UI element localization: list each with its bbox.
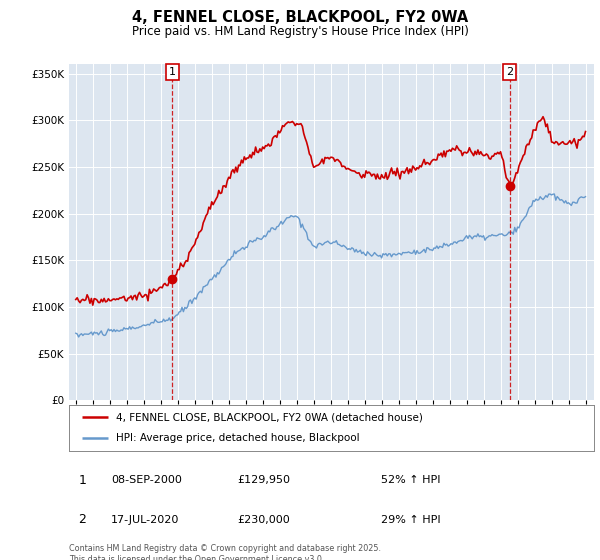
- Text: 1: 1: [79, 474, 86, 487]
- Text: HPI: Average price, detached house, Blackpool: HPI: Average price, detached house, Blac…: [116, 433, 360, 444]
- Text: 2: 2: [506, 67, 513, 77]
- Text: 4, FENNEL CLOSE, BLACKPOOL, FY2 0WA: 4, FENNEL CLOSE, BLACKPOOL, FY2 0WA: [132, 10, 468, 25]
- Text: Contains HM Land Registry data © Crown copyright and database right 2025.
This d: Contains HM Land Registry data © Crown c…: [69, 544, 381, 560]
- Text: Price paid vs. HM Land Registry's House Price Index (HPI): Price paid vs. HM Land Registry's House …: [131, 25, 469, 38]
- Text: £230,000: £230,000: [237, 515, 290, 525]
- Text: 2: 2: [79, 513, 86, 526]
- Text: 1: 1: [169, 67, 176, 77]
- Text: 4, FENNEL CLOSE, BLACKPOOL, FY2 0WA (detached house): 4, FENNEL CLOSE, BLACKPOOL, FY2 0WA (det…: [116, 412, 423, 422]
- Text: £129,950: £129,950: [237, 475, 290, 486]
- Text: 29% ↑ HPI: 29% ↑ HPI: [381, 515, 440, 525]
- Text: 17-JUL-2020: 17-JUL-2020: [111, 515, 179, 525]
- Text: 08-SEP-2000: 08-SEP-2000: [111, 475, 182, 486]
- Text: 52% ↑ HPI: 52% ↑ HPI: [381, 475, 440, 486]
